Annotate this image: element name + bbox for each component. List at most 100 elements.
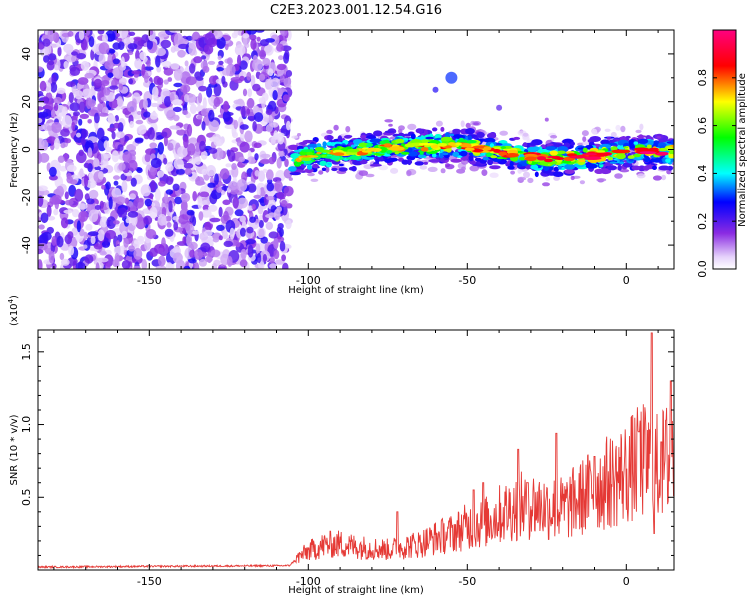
noise-blob: [146, 59, 151, 67]
noise-blob: [38, 111, 49, 118]
x-tick-label: -50: [458, 274, 476, 287]
noise-blob: [187, 143, 196, 156]
signal-blob: [301, 157, 312, 162]
noise-blob: [208, 75, 218, 85]
colorbar-tick-label: 0.0: [696, 260, 709, 278]
noise-blob: [128, 159, 138, 172]
noise-blob: [246, 226, 254, 234]
signal-blob: [384, 130, 395, 134]
noise-blob: [258, 73, 266, 81]
signal-blob: [407, 151, 419, 157]
noise-blob: [41, 231, 52, 241]
figure-title: C2E3.2023.001.12.54.G16: [270, 3, 442, 18]
signal-blob: [298, 141, 308, 146]
noise-blob: [214, 173, 219, 185]
halo-blob: [358, 170, 369, 177]
signal-blob: [500, 146, 507, 150]
noise-blob: [129, 193, 136, 200]
signal-blob: [425, 136, 435, 140]
signal-blob: [569, 155, 587, 159]
y-tick-label: -40: [20, 236, 33, 254]
signal-blob: [420, 139, 430, 144]
noise-blob: [88, 209, 99, 223]
noise-blob: [172, 99, 183, 106]
halo-blob: [406, 170, 412, 177]
noise-blob: [53, 208, 59, 216]
noise-blob: [77, 203, 88, 210]
noise-blob: [239, 259, 248, 268]
halo-blob: [427, 166, 438, 172]
signal-blob: [466, 140, 477, 144]
y-tick-label: -20: [20, 188, 33, 206]
noise-blob: [246, 108, 251, 115]
noise-blob: [186, 209, 195, 216]
noise-blob: [188, 43, 197, 56]
noise-blob: [46, 136, 57, 144]
noise-blob: [203, 229, 213, 237]
noise-blob: [236, 179, 248, 192]
noise-blob: [185, 35, 193, 41]
noise-blob: [88, 189, 99, 199]
noise-blob: [184, 94, 190, 103]
noise-blob: [160, 39, 172, 49]
noise-blob: [165, 215, 172, 222]
noise-blob: [172, 216, 180, 221]
noise-blob: [136, 125, 147, 135]
signal-blob: [320, 149, 332, 153]
noise-blob: [38, 138, 45, 150]
noise-blob: [189, 103, 197, 115]
noise-blob: [242, 88, 248, 97]
noise-blob: [247, 183, 257, 193]
halo-blob: [318, 170, 324, 175]
noise-blob: [38, 185, 48, 192]
x-tick-label: 0: [623, 274, 630, 287]
signal-blob: [423, 161, 428, 165]
signal-blob: [633, 141, 639, 145]
noise-blob: [43, 55, 50, 63]
halo-blob: [614, 173, 623, 179]
noise-blob: [109, 85, 119, 90]
noise-blob: [93, 243, 103, 250]
noise-blob: [222, 199, 231, 206]
noise-blob: [222, 110, 231, 122]
noise-blob: [198, 85, 208, 92]
noise-blob: [138, 197, 144, 203]
noise-blob: [247, 88, 253, 98]
noise-blob: [141, 259, 148, 269]
signal-blob: [544, 158, 553, 163]
noise-blob: [208, 147, 218, 154]
noise-blob: [170, 46, 176, 53]
noise-blob: [98, 112, 109, 117]
noise-blob: [116, 208, 125, 215]
noise-blob: [107, 72, 114, 78]
noise-blob: [272, 90, 278, 101]
noise-blob: [257, 205, 264, 215]
noise-blob: [178, 38, 189, 45]
noise-blob: [192, 191, 198, 202]
noise-blob: [239, 215, 246, 223]
halo-blob: [639, 123, 644, 131]
signal-blob: [616, 152, 626, 160]
signal-blob: [441, 141, 446, 144]
noise-blob: [231, 163, 237, 170]
signal-blob: [528, 142, 538, 146]
signal-blob: [407, 158, 412, 166]
noise-blob: [78, 101, 86, 113]
signal-blob: [554, 157, 565, 160]
noise-blob: [206, 165, 216, 177]
signal-blob: [617, 164, 622, 171]
noise-blob: [149, 142, 157, 149]
snr-multiplier: (x104): [7, 295, 20, 326]
noise-blob: [197, 115, 203, 120]
noise-blob: [235, 241, 241, 248]
noise-blob: [156, 66, 162, 73]
signal-blob: [517, 164, 523, 167]
signal-blob: [304, 168, 314, 174]
noise-blob: [117, 144, 124, 152]
noise-blob: [59, 252, 65, 261]
halo-blob: [435, 120, 443, 127]
noise-blob: [115, 33, 120, 38]
signal-blob: [432, 127, 438, 132]
noise-blob: [281, 200, 288, 207]
signal-blob: [611, 149, 631, 154]
